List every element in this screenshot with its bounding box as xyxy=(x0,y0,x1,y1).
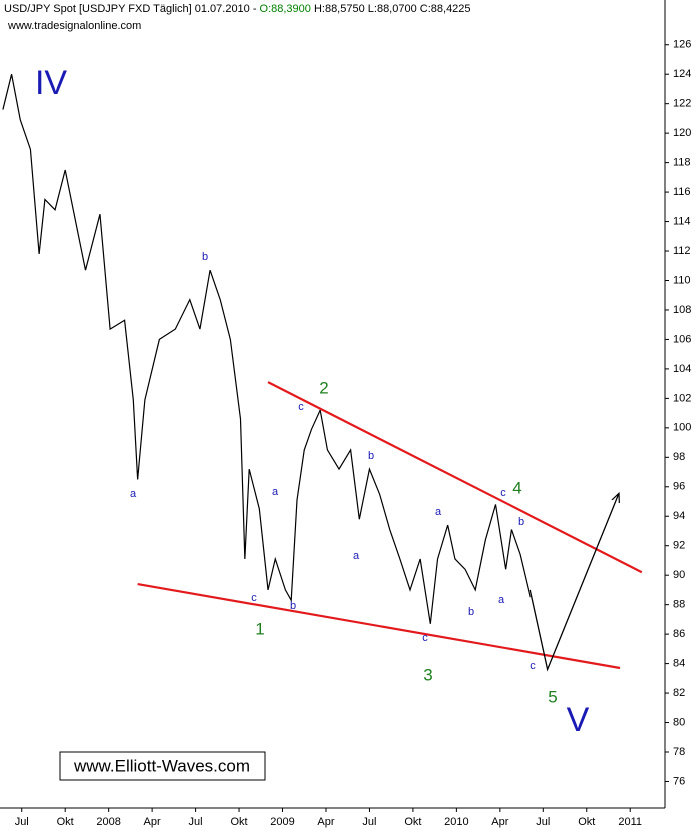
y-tick-label: 122 xyxy=(673,98,691,110)
wave-label: a xyxy=(498,594,505,606)
x-tick-label: Okt xyxy=(230,816,247,828)
y-tick-label: 102 xyxy=(673,392,691,404)
y-tick-label: 80 xyxy=(673,716,685,728)
forecast-arrow xyxy=(529,494,618,672)
ohlc-value: L:88,0700 xyxy=(365,3,417,15)
watermark: www.Elliott-Waves.com xyxy=(73,756,250,775)
x-tick-label: Jul xyxy=(362,816,376,828)
x-tick-label: Apr xyxy=(317,816,334,828)
x-tick-label: Okt xyxy=(57,816,74,828)
y-tick-label: 78 xyxy=(673,746,685,758)
wave-label: c xyxy=(251,592,257,604)
chart-subtitle: www.tradesignalonline.com xyxy=(7,20,141,32)
x-tick-label: Apr xyxy=(144,816,161,828)
ohlc-value: C:88,4225 xyxy=(417,3,471,15)
y-tick-label: 118 xyxy=(673,157,691,169)
wave-label: c xyxy=(500,487,506,499)
wave-label: b xyxy=(468,606,474,618)
wave-label: b xyxy=(202,251,208,263)
y-tick-label: 120 xyxy=(673,127,691,139)
trend-line xyxy=(137,582,621,670)
y-tick-label: 116 xyxy=(673,186,691,198)
x-tick-label: Jul xyxy=(189,816,203,828)
wave-label: 5 xyxy=(548,687,557,706)
y-tick-label: 94 xyxy=(673,510,685,522)
wave-label: a xyxy=(435,506,442,518)
y-tick-label: 98 xyxy=(673,451,685,463)
x-tick-label: 2009 xyxy=(270,816,294,828)
ohlc-value: O:88,3900 xyxy=(260,3,311,15)
x-tick-label: 2010 xyxy=(444,816,468,828)
y-tick-label: 106 xyxy=(673,333,691,345)
y-tick-label: 96 xyxy=(673,481,685,493)
x-tick-label: Okt xyxy=(578,816,595,828)
y-tick-label: 76 xyxy=(673,775,685,787)
ohlc-value: H:88,5750 xyxy=(311,3,365,15)
y-tick-label: 82 xyxy=(673,687,685,699)
y-tick-label: 110 xyxy=(673,274,691,286)
wave-label: 2 xyxy=(319,378,328,397)
x-tick-label: Jul xyxy=(536,816,550,828)
wave-label: b xyxy=(290,600,296,612)
y-tick-label: 108 xyxy=(673,304,691,316)
y-tick-label: 114 xyxy=(673,215,691,227)
y-tick-label: 92 xyxy=(673,540,685,552)
wave-label: 4 xyxy=(512,478,521,497)
y-tick-label: 88 xyxy=(673,599,685,611)
watermark-box xyxy=(59,751,266,781)
wave-label: b xyxy=(368,450,374,462)
y-tick-label: 100 xyxy=(673,422,691,434)
wave-label: b xyxy=(518,516,524,528)
wave-label: 3 xyxy=(423,665,432,684)
y-tick-label: 90 xyxy=(673,569,685,581)
wave-label: a xyxy=(130,488,137,500)
wave-label: 1 xyxy=(255,619,264,638)
y-tick-label: 124 xyxy=(673,68,691,80)
wave-label: V xyxy=(567,701,590,739)
y-tick-label: 112 xyxy=(673,245,691,257)
wave-label: c xyxy=(298,401,304,413)
price-line xyxy=(2,74,531,624)
x-tick-label: 2011 xyxy=(618,816,642,828)
x-tick-label: Apr xyxy=(491,816,508,828)
y-tick-label: 104 xyxy=(673,363,691,375)
wave-label: a xyxy=(272,486,279,498)
wave-label: IV xyxy=(35,64,67,102)
wave-label: a xyxy=(353,550,360,562)
y-tick-label: 84 xyxy=(673,658,685,670)
wave-label: c xyxy=(422,632,428,644)
wave-label: c xyxy=(530,660,536,672)
x-tick-label: 2008 xyxy=(96,816,120,828)
x-tick-label: Jul xyxy=(15,816,29,828)
chart-title: USD/JPY Spot [USDJPY FXD Täglich] 01.07.… xyxy=(4,3,257,15)
x-tick-label: Okt xyxy=(404,816,421,828)
trend-line xyxy=(267,381,643,574)
y-tick-label: 86 xyxy=(673,628,685,640)
y-tick-label: 126 xyxy=(673,39,691,51)
chart-header: USD/JPY Spot [USDJPY FXD Täglich] 01.07.… xyxy=(4,3,471,15)
